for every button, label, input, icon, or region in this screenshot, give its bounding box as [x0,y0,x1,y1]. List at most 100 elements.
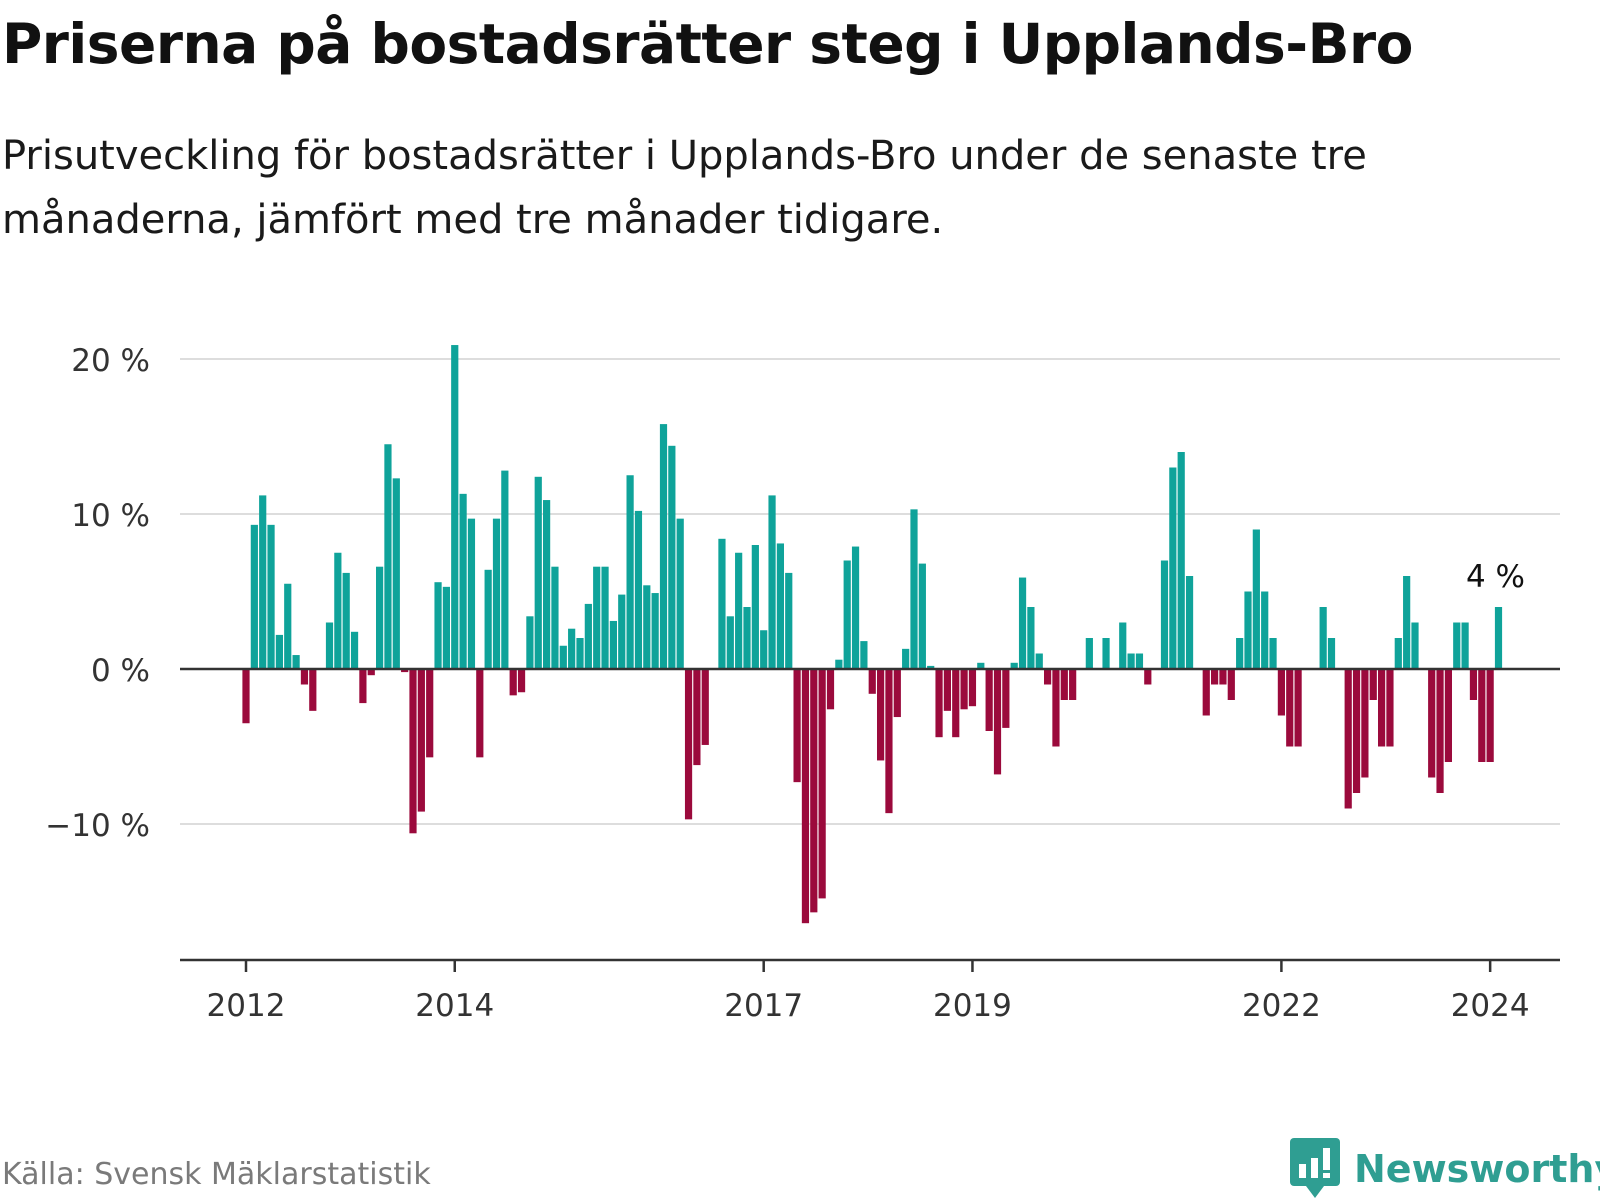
bar [426,669,434,758]
bar [309,669,317,711]
bar [835,659,843,669]
bar [1160,560,1169,669]
y-tick-label: −10 % [45,808,150,844]
bar [993,669,1002,775]
bar [860,641,868,669]
y-tick-label: 10 % [71,498,150,534]
bar [1252,529,1260,669]
bar [1277,669,1285,716]
bar [401,669,409,673]
bar [751,545,759,669]
bar [1386,669,1394,747]
last-value-label: 4 % [1466,559,1525,595]
bar [392,478,400,669]
bar [651,593,659,669]
bar [417,669,425,812]
x-tick-label: 2017 [724,988,803,1024]
bar [985,669,993,731]
bar [868,669,876,694]
bar [776,543,784,669]
bar [810,669,818,913]
bar [300,669,309,685]
bar [1244,591,1252,669]
bar [1453,622,1461,669]
bar [1169,467,1177,669]
source-note: Källa: Svensk Mäklarstatistik [2,1157,431,1192]
bar [659,424,668,669]
bar [534,476,542,669]
bar [693,669,701,766]
newsworthy-logo: Newsworthy [1290,1138,1600,1200]
bar [1027,607,1035,669]
bar [1403,576,1411,669]
bar [442,586,450,669]
bar [1227,669,1235,700]
bar [1185,576,1194,669]
bar [492,518,501,669]
bar [259,495,267,669]
bar [325,622,334,669]
bar [1219,669,1227,685]
bar [843,560,851,669]
bar [517,669,526,693]
bar [1010,662,1018,669]
bar [342,572,350,669]
bar [726,616,734,669]
bar [1394,638,1402,669]
bar [1436,669,1444,793]
bar [1236,638,1244,669]
bar [1378,669,1386,747]
bar [1069,669,1077,700]
bar [968,669,977,707]
bar [1286,669,1294,747]
bar [977,662,985,669]
y-tick-label: 20 % [71,343,150,379]
bar [626,475,634,669]
bar [384,444,392,669]
bar [284,583,292,669]
x-tick-label: 2012 [207,988,286,1024]
bar [634,510,643,669]
bar [1361,669,1369,778]
bar-chart-logo-icon [1290,1138,1340,1198]
bar [275,634,283,669]
bar [1478,669,1486,762]
bar [1102,638,1110,669]
bar [292,655,300,669]
x-tick-label: 2022 [1242,988,1321,1024]
bar [1327,638,1336,669]
bar [359,669,367,704]
bar [334,552,342,669]
bar [601,566,609,669]
bar [684,669,693,820]
bar [609,620,617,669]
bar [501,470,509,669]
bar [1085,638,1093,669]
bar [1294,669,1302,747]
bar [927,665,935,669]
chart-subtitle: Prisutveckling för bostadsrätter i Uppla… [2,133,1367,243]
bar [893,669,901,718]
bar [1352,669,1361,793]
bar [409,669,417,834]
bar [1211,669,1219,685]
x-tick-label: 2024 [1451,988,1530,1024]
bar [960,669,968,710]
bar [668,445,676,669]
bar [459,493,467,669]
bar [793,669,801,783]
bar [1002,669,1010,728]
bar [350,631,359,669]
bar [476,669,484,758]
bar [801,669,810,924]
bar [250,524,258,669]
bar [568,628,576,669]
bar [1018,577,1027,669]
bar [910,509,918,669]
bar [1461,622,1469,669]
bar [618,594,626,669]
bar [1127,653,1135,669]
bar [935,669,943,738]
bar [1060,669,1068,700]
bar [1269,638,1277,669]
